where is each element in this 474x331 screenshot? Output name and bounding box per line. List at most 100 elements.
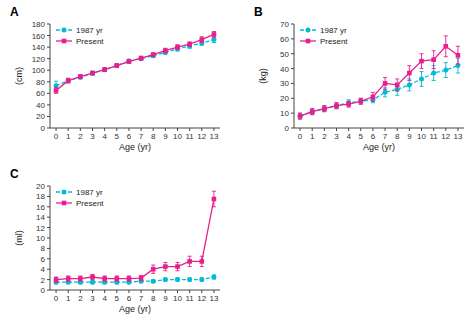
- x-tick: [68, 290, 69, 293]
- x-axis-label: Age (yr): [363, 142, 395, 152]
- x-tick: [445, 128, 446, 131]
- point: [54, 277, 59, 282]
- error-bar: [444, 63, 448, 78]
- point: [346, 102, 351, 107]
- x-tick-label: 10: [173, 132, 182, 141]
- y-tick: [47, 290, 50, 291]
- point: [334, 103, 339, 108]
- x-tick-label: 13: [209, 294, 218, 303]
- y-axis: [294, 24, 295, 128]
- error-bar: [371, 92, 375, 101]
- x-tick: [153, 128, 154, 131]
- series: [298, 58, 461, 119]
- point: [102, 67, 107, 72]
- x-tick-label: 1: [66, 294, 71, 303]
- error-bar: [322, 106, 326, 112]
- point: [163, 277, 168, 282]
- x-tick: [189, 128, 190, 131]
- y-tick-label: 12: [36, 224, 45, 233]
- point: [151, 267, 156, 272]
- y-tick-label: 30: [280, 79, 289, 88]
- error-bar: [359, 98, 363, 104]
- y-tick: [47, 248, 50, 249]
- x-tick-label: 4: [346, 132, 351, 141]
- point: [78, 276, 83, 281]
- error-bar: [151, 280, 155, 283]
- point: [114, 63, 119, 68]
- x-tick: [92, 290, 93, 293]
- panel-title: B: [254, 5, 263, 19]
- point: [151, 52, 156, 57]
- point: [383, 90, 388, 95]
- error-bar: [212, 191, 216, 207]
- error-bar: [347, 100, 351, 106]
- error-bar: [335, 103, 339, 109]
- panel-title: A: [10, 5, 19, 19]
- point: [126, 58, 131, 63]
- x-tick: [201, 290, 202, 293]
- point: [175, 45, 180, 50]
- error-bar: [66, 78, 70, 83]
- point: [139, 276, 144, 281]
- y-tick-label: 0: [285, 124, 290, 133]
- error-bar: [103, 68, 107, 71]
- x-tick-label: 10: [417, 132, 426, 141]
- error-bar: [163, 262, 167, 270]
- y-tick: [47, 128, 50, 129]
- y-tick: [47, 227, 50, 228]
- y-tick-label: 80: [36, 78, 45, 87]
- error-bar: [432, 51, 436, 69]
- y-tick: [47, 206, 50, 207]
- y-tick: [47, 81, 50, 82]
- error-bar: [359, 98, 363, 104]
- point: [431, 71, 436, 76]
- y-tick-label: 20: [36, 182, 45, 191]
- error-bar: [310, 109, 314, 115]
- legend-marker: [306, 28, 311, 33]
- error-bar: [127, 60, 131, 63]
- x-axis: [50, 128, 220, 129]
- x-tick-label: 5: [115, 294, 120, 303]
- y-axis-label: (cm): [14, 67, 24, 85]
- legend-marker: [62, 28, 67, 33]
- point: [90, 275, 95, 280]
- x-tick: [312, 128, 313, 131]
- legend-label: Present: [76, 37, 104, 46]
- legend-marker: [62, 201, 67, 206]
- y-tick-label: 10: [280, 109, 289, 118]
- y-tick-label: 40: [280, 65, 289, 74]
- point: [163, 264, 168, 269]
- error-bar: [212, 275, 216, 279]
- error-bar: [407, 66, 411, 81]
- y-tick: [47, 70, 50, 71]
- point: [187, 42, 192, 47]
- point: [334, 103, 339, 108]
- error-bar: [200, 278, 204, 281]
- y-tick: [47, 258, 50, 259]
- point: [358, 99, 363, 104]
- x-axis-label: Age (yr): [119, 304, 151, 314]
- legend: 1987 yrPresent: [300, 26, 348, 46]
- error-bar: [298, 113, 302, 119]
- series-line: [56, 40, 214, 86]
- x-tick: [360, 128, 361, 131]
- x-tick-label: 13: [209, 132, 218, 141]
- error-bar: [188, 42, 192, 47]
- x-tick: [300, 128, 301, 131]
- x-tick-label: 10: [173, 294, 182, 303]
- panel: 01234567891011121302468101214161820Age (…: [10, 167, 220, 314]
- y-tick-label: 2: [41, 276, 46, 285]
- error-bar: [188, 278, 192, 281]
- x-tick-label: 0: [54, 294, 59, 303]
- x-tick-label: 11: [429, 132, 438, 141]
- x-tick: [116, 128, 117, 131]
- point: [212, 32, 217, 37]
- y-tick: [47, 186, 50, 187]
- x-tick: [104, 290, 105, 293]
- legend-label: Present: [76, 199, 104, 208]
- x-tick: [385, 128, 386, 131]
- y-tick-label: 70: [280, 20, 289, 29]
- x-tick: [116, 290, 117, 293]
- point: [127, 59, 132, 64]
- x-tick-label: 2: [78, 132, 83, 141]
